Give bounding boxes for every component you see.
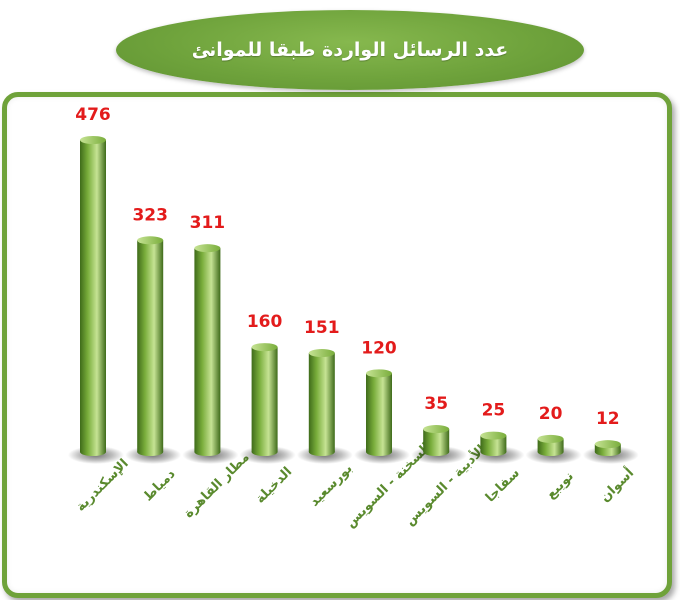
data-label: 151 [304, 318, 340, 338]
bar-cap [80, 136, 106, 144]
bar-base [308, 448, 335, 456]
bar-base [594, 448, 621, 456]
chart-title-banner: عدد الرسائل الواردة طبقا للموانئ [116, 10, 584, 90]
data-label: 120 [361, 338, 397, 358]
bar-cap [251, 343, 278, 352]
bar [423, 429, 450, 452]
data-label: 311 [190, 213, 226, 233]
chart-title: عدد الرسائل الواردة طبقا للموانئ [191, 39, 509, 61]
category-label: الدخيلة [253, 464, 295, 506]
chart-frame [2, 92, 672, 598]
bar-base [480, 448, 507, 456]
category-label: سفاجا [483, 466, 523, 506]
bar-cap [480, 431, 507, 440]
bar-cap [308, 349, 335, 358]
data-label: 160 [247, 312, 283, 332]
bar-cap [594, 440, 621, 449]
category-label: الإسكندرية [73, 456, 131, 514]
bar [251, 347, 278, 452]
bar-base [537, 448, 564, 456]
bar [366, 373, 392, 452]
category-label: أسوان [596, 464, 637, 505]
category-label: نويبع [543, 469, 576, 502]
data-label: 12 [596, 409, 620, 429]
data-label: 476 [75, 105, 111, 125]
bar-cap [137, 236, 164, 245]
category-label: دمياط [141, 466, 179, 504]
bar [80, 140, 106, 452]
bar-base [80, 448, 106, 456]
data-label: 323 [132, 205, 168, 225]
bar-cap [423, 425, 450, 434]
category-label: بورسعيد [307, 461, 355, 509]
bar-cap [537, 434, 564, 443]
bar [480, 435, 507, 452]
bar-cap [194, 244, 221, 253]
data-label: 20 [539, 404, 563, 424]
bar-base [194, 448, 221, 456]
bar-base [137, 448, 164, 456]
bar-base [423, 448, 450, 456]
data-label: 35 [424, 394, 448, 414]
bar [194, 248, 221, 452]
bar [308, 353, 335, 452]
bar-base [251, 448, 278, 456]
data-label: 25 [482, 401, 506, 421]
bar [137, 240, 164, 452]
bar-cap [366, 369, 392, 378]
bar-base [366, 448, 392, 456]
